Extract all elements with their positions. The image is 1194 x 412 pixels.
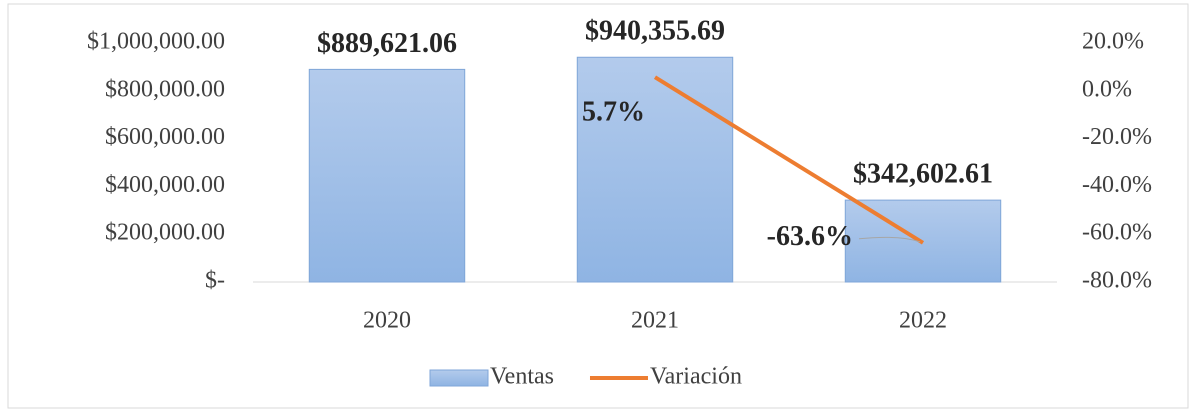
legend-label: Ventas — [490, 364, 554, 390]
leader-line — [858, 236, 921, 243]
data-label: -63.6% — [767, 221, 853, 252]
bar — [576, 56, 734, 283]
y-tick-label: $600,000.00 — [105, 124, 225, 150]
data-label: 5.7% — [582, 97, 645, 128]
y-tick-label: $1,000,000.00 — [87, 29, 225, 55]
data-label: $342,602.61 — [853, 159, 993, 190]
y2-tick-label: -20.0% — [1082, 124, 1152, 150]
y2-tick-label: -80.0% — [1082, 268, 1152, 294]
legend-label: Variación — [650, 364, 742, 390]
x-tick-label: 2021 — [631, 308, 679, 334]
y2-tick-label: 20.0% — [1082, 29, 1144, 55]
y2-tick-label: -40.0% — [1082, 172, 1152, 198]
y-tick-label: $800,000.00 — [105, 76, 225, 102]
y2-tick-label: 0.0% — [1082, 76, 1132, 102]
chart-frame — [7, 3, 1189, 409]
x-tick-label: 2022 — [899, 308, 947, 334]
x-tick-label: 2020 — [363, 308, 411, 334]
y-tick-label: $- — [205, 268, 225, 294]
y-tick-label: $200,000.00 — [105, 220, 225, 246]
legend-swatch — [429, 369, 489, 387]
y2-tick-label: -60.0% — [1082, 220, 1152, 246]
data-label: $940,355.69 — [585, 16, 725, 47]
line-series — [653, 75, 925, 245]
y-tick-label: $400,000.00 — [105, 172, 225, 198]
data-label: $889,621.06 — [317, 28, 457, 59]
bar — [308, 68, 466, 283]
